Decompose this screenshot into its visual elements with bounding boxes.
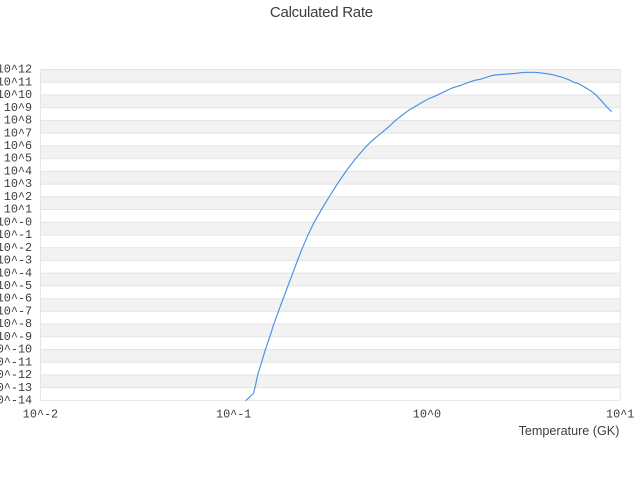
svg-text:10^10: 10^10 xyxy=(0,88,32,102)
svg-text:10^-10: 10^-10 xyxy=(0,343,32,357)
svg-text:10^12: 10^12 xyxy=(0,63,32,77)
svg-text:10^11: 10^11 xyxy=(0,75,32,89)
svg-text:10^-2: 10^-2 xyxy=(0,241,32,255)
svg-text:10^-2: 10^-2 xyxy=(23,408,58,422)
svg-text:10^-9: 10^-9 xyxy=(0,330,32,344)
svg-text:10^-13: 10^-13 xyxy=(0,381,32,395)
svg-text:10^-12: 10^-12 xyxy=(0,368,32,382)
svg-text:10^0: 10^0 xyxy=(413,408,441,422)
svg-text:Temperature (GK): Temperature (GK) xyxy=(519,424,620,438)
svg-text:10^1: 10^1 xyxy=(4,203,32,217)
svg-text:10^-11: 10^-11 xyxy=(0,355,32,369)
svg-text:10^5: 10^5 xyxy=(4,152,32,166)
svg-text:10^1: 10^1 xyxy=(606,408,634,422)
svg-text:10^3: 10^3 xyxy=(4,177,32,191)
svg-text:10^-1: 10^-1 xyxy=(216,408,251,422)
svg-text:10^-14: 10^-14 xyxy=(0,394,32,408)
svg-text:10^-5: 10^-5 xyxy=(0,279,32,293)
svg-text:Calculated Rate: Calculated Rate xyxy=(270,4,373,21)
svg-text:10^-8: 10^-8 xyxy=(0,317,32,331)
svg-text:10^-7: 10^-7 xyxy=(0,304,32,318)
svg-text:10^6: 10^6 xyxy=(4,139,32,153)
svg-text:10^9: 10^9 xyxy=(4,101,32,115)
svg-text:10^-4: 10^-4 xyxy=(0,266,32,280)
svg-text:10^-6: 10^-6 xyxy=(0,292,32,306)
svg-text:10^2: 10^2 xyxy=(4,190,32,204)
svg-text:10^4: 10^4 xyxy=(4,164,32,178)
svg-text:10^-3: 10^-3 xyxy=(0,254,32,268)
svg-text:10^8: 10^8 xyxy=(4,114,32,128)
svg-text:10^7: 10^7 xyxy=(4,126,32,140)
svg-text:10^-0: 10^-0 xyxy=(0,215,32,229)
svg-text:10^-1: 10^-1 xyxy=(0,228,32,242)
